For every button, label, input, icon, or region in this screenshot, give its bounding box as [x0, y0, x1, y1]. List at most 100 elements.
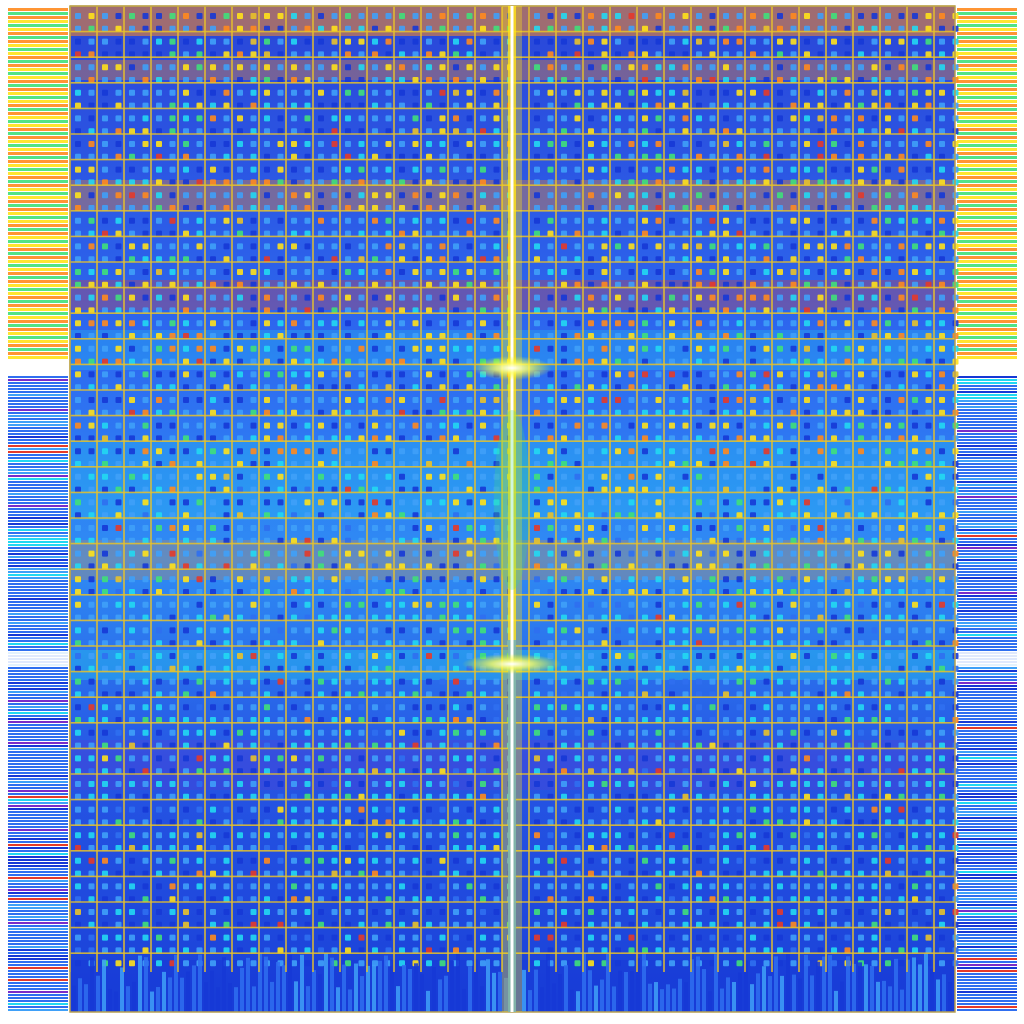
grid-cell	[196, 51, 203, 58]
grid-cell	[925, 537, 932, 544]
grid-cell	[696, 192, 702, 199]
grid-cell	[439, 115, 446, 122]
grid-cell	[858, 281, 864, 288]
grid-cell	[358, 857, 365, 864]
side-stripe	[957, 88, 1017, 91]
grid-cell	[142, 435, 149, 442]
grid-cell	[804, 397, 810, 403]
side-stripe	[8, 865, 68, 867]
grid-cell	[561, 217, 567, 224]
grid-cell	[615, 832, 621, 839]
grid-cell	[399, 64, 405, 71]
grid-cell	[156, 77, 162, 83]
grid-cell	[196, 128, 203, 135]
grid-cell	[669, 627, 675, 634]
grid-cell	[723, 64, 729, 71]
grid-cell	[142, 51, 149, 58]
grid-cell	[250, 397, 257, 403]
grid-cell	[655, 589, 662, 595]
grid-cell	[75, 294, 81, 301]
grid-cell	[898, 230, 905, 237]
grid-cell	[561, 525, 567, 531]
grid-cell	[75, 576, 81, 583]
grid-cell	[196, 397, 203, 403]
grid-cell	[561, 793, 567, 800]
grid-cell	[844, 294, 851, 301]
grid-cell	[763, 435, 770, 442]
grid-cell	[466, 89, 473, 96]
grid-cell	[250, 64, 257, 71]
side-stripe	[957, 264, 1017, 267]
side-stripe	[957, 316, 1017, 319]
side-stripe	[957, 793, 1017, 795]
side-stripe	[957, 757, 1017, 759]
grid-cell	[412, 345, 419, 352]
grid-cell	[750, 435, 756, 442]
grid-cell	[669, 269, 675, 275]
grid-cell	[871, 576, 878, 583]
grid-cell	[601, 77, 608, 83]
grid-cell	[250, 729, 257, 736]
grid-cell	[264, 832, 270, 839]
grid-cell	[682, 25, 689, 32]
grid-cell	[277, 115, 284, 122]
grid-cell	[196, 320, 203, 327]
side-stripe	[957, 577, 1017, 579]
side-stripe	[957, 805, 1017, 807]
side-stripe	[8, 460, 68, 462]
grid-cell	[264, 115, 270, 122]
grid-cell	[358, 230, 365, 237]
side-stripe	[8, 320, 68, 323]
grid-cell	[169, 166, 176, 173]
side-stripe	[8, 748, 68, 750]
grid-cell	[358, 243, 365, 250]
side-stripe	[957, 961, 1017, 963]
grid-cell	[264, 89, 270, 96]
grid-cell	[142, 806, 149, 813]
grid-cell	[453, 397, 459, 403]
grid-cell	[453, 729, 459, 736]
grid-cell	[669, 448, 675, 455]
grid-cell	[399, 678, 405, 685]
side-stripe	[957, 931, 1017, 933]
grid-cell	[385, 435, 392, 442]
grid-cell	[210, 397, 216, 403]
grid-cell	[385, 384, 392, 391]
grid-cell	[615, 384, 621, 391]
grid-cell	[804, 77, 810, 83]
grid-cell	[345, 512, 351, 519]
grid-cell	[534, 345, 540, 352]
side-stripe	[8, 100, 68, 103]
grid-cell	[183, 653, 189, 659]
grid-cell	[817, 461, 824, 467]
grid-cell	[804, 333, 810, 339]
grid-cell	[493, 768, 500, 775]
grid-cell	[426, 409, 432, 416]
grid-cell	[777, 13, 783, 19]
grid-cell	[156, 473, 162, 480]
grid-cell	[250, 141, 257, 147]
grid-cell	[196, 179, 203, 186]
grid-cell	[844, 627, 851, 634]
grid-cell	[399, 384, 405, 391]
grid-cell	[439, 243, 446, 250]
grid-cell	[885, 640, 891, 647]
grid-cell	[588, 845, 594, 851]
grid-cell	[358, 678, 365, 685]
grid-cell	[142, 422, 149, 429]
grid-cell	[642, 294, 648, 301]
grid-cell	[385, 217, 392, 224]
grid-cell	[466, 857, 473, 864]
grid-cell	[669, 320, 675, 327]
grid-cell	[817, 525, 824, 531]
grid-cell	[75, 729, 81, 736]
grid-cell	[129, 563, 135, 570]
grid-cell	[547, 768, 554, 775]
grid-cell	[777, 205, 783, 211]
grid-cell	[412, 77, 419, 83]
grid-cell	[844, 563, 851, 570]
grid-cell	[885, 25, 891, 32]
grid-cell	[912, 345, 918, 352]
side-stripe	[957, 424, 1017, 426]
grid-cell	[561, 256, 567, 263]
